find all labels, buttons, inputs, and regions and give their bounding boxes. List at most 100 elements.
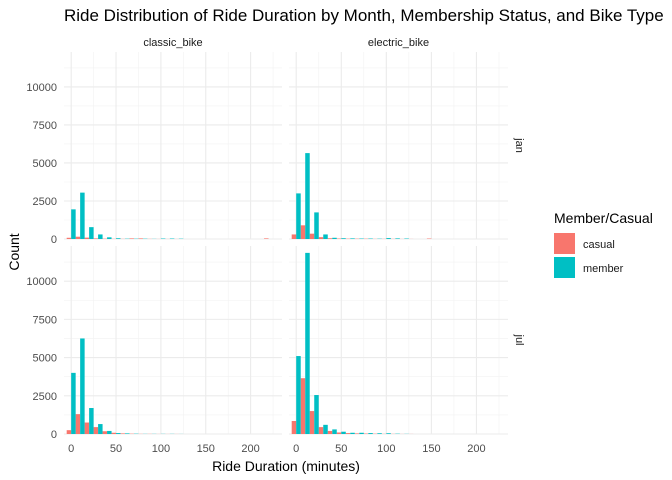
x-axis-title: Ride Duration (minutes) xyxy=(212,458,360,474)
y-axis-title: Count xyxy=(6,233,22,270)
bar-member xyxy=(323,234,328,239)
y-tick-label: 2500 xyxy=(33,196,57,208)
y-tick-label: 2500 xyxy=(33,391,57,403)
x-tick-label: 200 xyxy=(241,443,259,455)
legend-key-casual xyxy=(554,233,575,254)
bar-member xyxy=(98,424,103,434)
bar-member xyxy=(296,356,301,434)
bar-casual xyxy=(84,237,90,239)
facet-panels xyxy=(64,52,508,435)
y-tick-label: 7500 xyxy=(33,120,57,132)
x-axis-ticks: 0 50 100 150 200 0 50 100 150 200 xyxy=(68,443,486,455)
bar-casual xyxy=(129,238,134,239)
strip-label-electric_bike: electric_bike xyxy=(368,37,429,49)
bar-casual xyxy=(327,238,333,239)
bar-member xyxy=(296,193,301,239)
bar-casual xyxy=(327,430,333,434)
legend-label-member: member xyxy=(583,263,624,275)
bar-member xyxy=(395,238,400,239)
bar-member xyxy=(89,227,94,239)
bar-casual xyxy=(93,427,99,434)
strip-label-jul: jul xyxy=(513,333,525,345)
bar-member xyxy=(107,237,112,239)
bar-member xyxy=(305,252,310,434)
x-tick-label: 50 xyxy=(335,443,347,455)
bar-casual xyxy=(75,414,81,434)
x-tick-label: 0 xyxy=(293,443,299,455)
bar-casual xyxy=(120,433,126,434)
panel-electric_bike-jan xyxy=(289,52,508,240)
legend-label-casual: casual xyxy=(583,239,615,251)
bar-member xyxy=(125,433,130,434)
bar-casual xyxy=(336,432,342,434)
y-tick-label: 5000 xyxy=(33,158,57,170)
bar-member xyxy=(386,433,391,434)
bar-member xyxy=(80,192,85,239)
bar-casual xyxy=(66,237,72,239)
bar-member xyxy=(332,237,337,239)
panel-electric_bike-jul xyxy=(289,246,508,435)
bar-casual xyxy=(264,238,269,239)
bar-member xyxy=(71,209,76,239)
bar-member xyxy=(107,430,112,434)
y-tick-label: 10000 xyxy=(26,276,57,288)
bar-member xyxy=(116,238,121,239)
bar-member xyxy=(332,429,337,434)
bar-member xyxy=(305,153,310,239)
legend: Member/Casual casual member xyxy=(554,210,653,278)
x-tick-label: 150 xyxy=(422,443,440,455)
x-tick-label: 100 xyxy=(152,443,170,455)
y-tick-label: 0 xyxy=(51,429,57,441)
bar-casual xyxy=(291,421,297,434)
bar-member xyxy=(89,408,94,434)
bar-member xyxy=(323,424,328,434)
x-tick-label: 0 xyxy=(68,443,74,455)
bar-member xyxy=(71,372,76,434)
bar-member xyxy=(314,212,319,239)
bar-member xyxy=(98,234,103,239)
bar-member xyxy=(116,433,121,434)
bar-casual xyxy=(138,238,143,239)
bar-casual xyxy=(309,233,315,239)
strip-label-jan: jan xyxy=(513,137,525,153)
y-tick-label: 5000 xyxy=(33,353,57,365)
bar-casual xyxy=(93,238,99,239)
bar-casual xyxy=(345,433,351,434)
bar-member xyxy=(350,432,355,434)
strip-label-classic_bike: classic_bike xyxy=(143,37,202,49)
panel-classic_bike-jan xyxy=(64,52,282,240)
y-tick-label: 10000 xyxy=(26,82,57,94)
y-axis-ticks: 0 2500 5000 7500 10000 0 2500 5000 7500 10000 xyxy=(26,82,57,441)
bar-member xyxy=(386,238,391,239)
y-tick-label: 7500 xyxy=(33,314,57,326)
bar-member xyxy=(314,395,319,434)
bar-casual xyxy=(309,411,315,434)
legend-key-member xyxy=(554,257,575,278)
x-tick-label: 200 xyxy=(467,443,485,455)
bar-casual xyxy=(102,431,108,434)
bar-member xyxy=(80,338,85,434)
bar-casual xyxy=(300,225,306,239)
bar-casual xyxy=(318,427,324,434)
bar-casual xyxy=(300,378,306,434)
bar-casual xyxy=(354,433,360,434)
bar-member xyxy=(359,432,364,434)
bar-casual xyxy=(291,234,297,239)
bar-member xyxy=(377,433,382,434)
bar-member xyxy=(341,238,346,239)
x-tick-label: 100 xyxy=(377,443,395,455)
bar-casual xyxy=(318,237,324,239)
y-tick-label: 0 xyxy=(51,234,57,246)
bar-casual xyxy=(111,432,117,434)
panel-classic_bike-jul xyxy=(64,246,282,435)
bar-member xyxy=(341,431,346,434)
x-tick-label: 150 xyxy=(197,443,215,455)
chart-title: Ride Distribution of Ride Duration by Mo… xyxy=(64,6,664,25)
legend-title: Member/Casual xyxy=(554,210,653,226)
bar-casual xyxy=(84,422,90,434)
x-tick-label: 50 xyxy=(110,443,122,455)
bar-casual xyxy=(66,430,72,434)
bar-casual xyxy=(75,236,81,239)
